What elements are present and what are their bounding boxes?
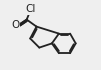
Text: Cl: Cl (26, 4, 36, 14)
Text: O: O (12, 20, 20, 30)
